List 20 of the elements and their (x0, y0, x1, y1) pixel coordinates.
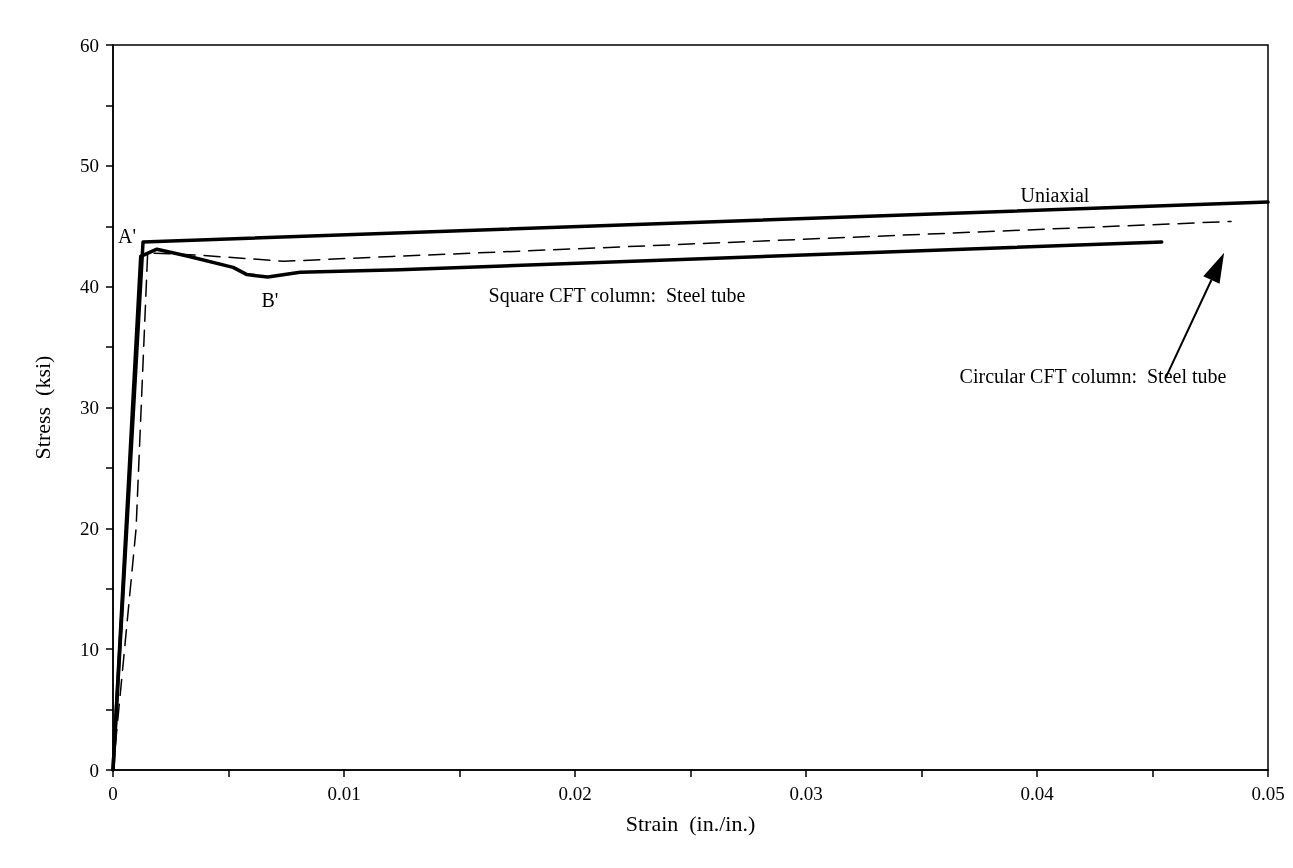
x-tick-label: 0.02 (558, 783, 592, 804)
x-axis-title: Strain (in./in.) (625, 810, 756, 836)
x-tick-label: 0.01 (327, 783, 361, 804)
x-tick-label: 0 (108, 783, 118, 804)
annotation: Circular CFT column: Steel tube (959, 365, 1227, 387)
annotation: Square CFT column: Steel tube (488, 284, 746, 307)
annotation: Uniaxial (1020, 184, 1090, 206)
y-tick-label: 30 (80, 397, 99, 418)
annotation: B' (261, 289, 279, 311)
y-tick-label: 50 (80, 155, 99, 177)
y-axis-title: Stress (ksi) (29, 355, 55, 460)
x-tick-label: 0.05 (1251, 783, 1285, 804)
y-tick-label: 0 (89, 759, 99, 781)
annotation: A' (117, 225, 137, 247)
y-tick-label: 60 (80, 34, 99, 56)
y-tick-label: 40 (80, 276, 99, 298)
x-tick-label: 0.04 (1020, 783, 1055, 804)
y-tick-label: 10 (80, 638, 99, 660)
x-tick-label: 0.03 (789, 783, 823, 804)
y-tick-label: 20 (80, 517, 99, 539)
